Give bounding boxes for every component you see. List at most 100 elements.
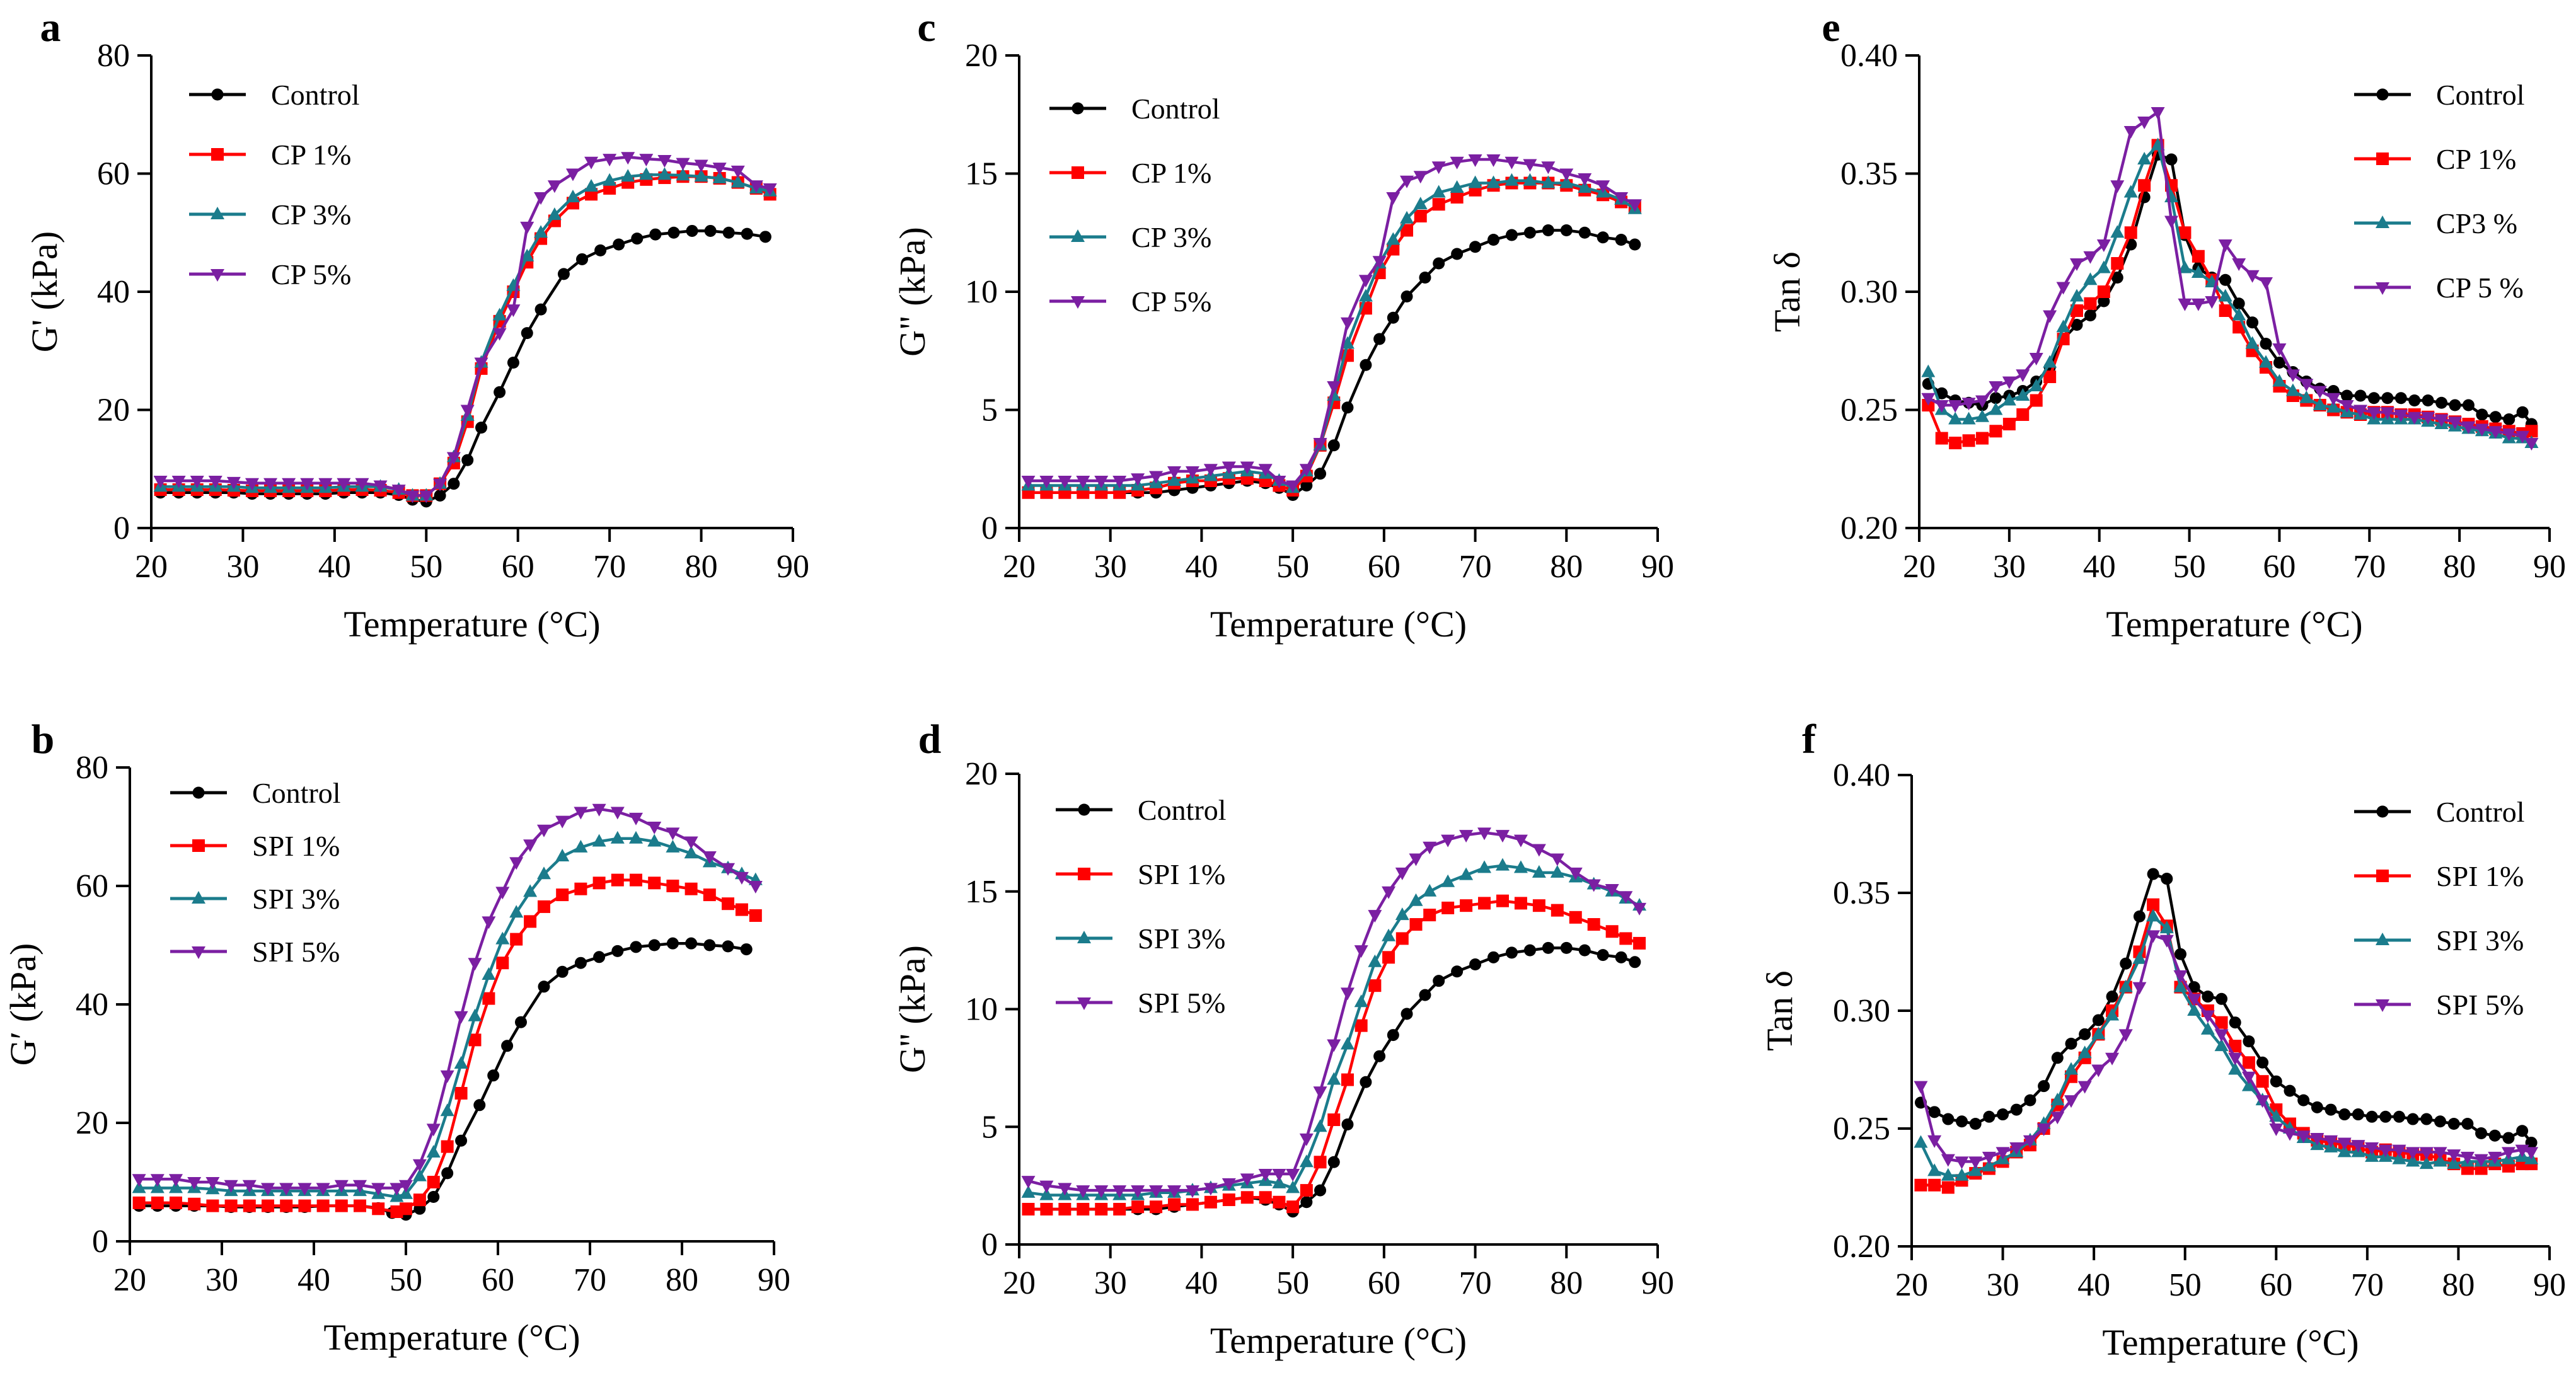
x-tick-label: 90 [777, 549, 809, 585]
data-point [2123, 126, 2138, 139]
data-point [1941, 1154, 1955, 1167]
data-point [1948, 400, 1963, 413]
data-point [507, 357, 519, 369]
data-point [2124, 226, 2137, 239]
data-point [1996, 1147, 2010, 1160]
data-point [2489, 411, 2502, 423]
data-point [399, 1186, 413, 1199]
data-point [1586, 879, 1601, 892]
data-point [734, 871, 749, 885]
legend-label: CP 5% [271, 258, 351, 290]
data-point [2147, 868, 2159, 880]
data-point [684, 846, 698, 859]
data-point [1386, 192, 1401, 205]
data-point [2392, 1144, 2406, 1158]
data-point [2392, 1151, 2406, 1164]
data-point [1956, 1115, 1968, 1128]
data-point [1368, 954, 1382, 967]
data-point [1928, 1178, 1941, 1192]
data-point [2488, 1151, 2502, 1164]
panel-f: 20 30 40 50 60 70 80 90 0.20 0.25 0.30 0.35 0.40 Temp… [1759, 716, 2566, 1363]
data-point [2273, 357, 2285, 369]
x-axis-label: Temperature (°C) [1210, 1320, 1467, 1361]
legend-label: CP 3% [271, 198, 351, 231]
data-point [1341, 1073, 1354, 1086]
data-point [1131, 1200, 1145, 1214]
data-point [2256, 1056, 2269, 1069]
data-point [684, 836, 698, 849]
data-point [2002, 418, 2016, 430]
data-point [712, 171, 727, 183]
legend-marker [211, 207, 224, 219]
data-point [576, 253, 589, 265]
legend-marker [1071, 102, 1084, 115]
data-point [1569, 911, 1582, 924]
data-point [2325, 1103, 2337, 1116]
data-point [1961, 411, 1976, 425]
x-tick-label: 40 [318, 549, 351, 585]
x-tick-label: 50 [1276, 1265, 1309, 1301]
y-axis-label: G′ (kPa) [3, 943, 43, 1066]
data-point [2137, 117, 2152, 129]
x-tick-label: 70 [1459, 1265, 1492, 1301]
data-point [684, 882, 698, 895]
x-tick-label: 40 [1185, 1265, 1218, 1301]
data-point [631, 233, 644, 245]
legend-label: SPI 1% [2436, 860, 2524, 892]
data-point [2202, 991, 2214, 1003]
data-point [205, 1177, 220, 1190]
legend: Control CP 1% CP3 % CP 5 % [2354, 79, 2525, 304]
data-point [1948, 411, 1963, 425]
data-point [2110, 225, 2125, 238]
data-point [603, 173, 617, 186]
data-point [2159, 921, 2174, 934]
data-point [1040, 1202, 1053, 1215]
data-point [2083, 272, 2098, 285]
data-point [2191, 298, 2205, 311]
data-point [2118, 979, 2133, 992]
data-point [2461, 1118, 2474, 1130]
data-point [243, 1199, 256, 1212]
data-point [666, 839, 680, 853]
data-point [1039, 476, 1054, 488]
data-point [2447, 1149, 2461, 1163]
x-tick-label: 80 [1550, 549, 1583, 585]
data-point [1273, 1195, 1286, 1209]
data-point [1021, 476, 1036, 488]
data-point [1168, 1198, 1181, 1211]
data-point [1373, 333, 1386, 345]
data-point [2050, 1093, 2065, 1106]
data-point [1313, 1086, 1327, 1100]
data-point [666, 937, 679, 950]
panel-label: d [918, 716, 942, 762]
series-line [1920, 872, 2533, 1144]
data-point [427, 1191, 440, 1203]
data-point [666, 827, 680, 841]
data-point [2313, 398, 2327, 410]
data-point [2218, 289, 2232, 302]
data-point [1360, 359, 1372, 371]
data-point [1975, 395, 1989, 408]
data-point [1386, 232, 1401, 245]
data-point [2515, 430, 2530, 444]
data-point [556, 888, 569, 902]
data-point [2462, 399, 2475, 411]
data-point [2174, 948, 2186, 960]
data-point [1358, 275, 1373, 288]
data-point [2092, 1014, 2105, 1026]
data-point [1976, 432, 1989, 445]
y-tick-label: 20 [97, 393, 130, 428]
data-point [426, 1124, 441, 1137]
data-point [427, 1176, 440, 1188]
data-point [1167, 466, 1182, 479]
data-point [2365, 1149, 2379, 1162]
data-point [2050, 1112, 2065, 1125]
data-point [2188, 981, 2200, 994]
data-point [2159, 934, 2174, 948]
data-point [2120, 957, 2132, 970]
data-point [400, 1202, 412, 1215]
data-point [473, 1099, 486, 1112]
x-tick-label: 30 [1987, 1267, 2019, 1303]
legend-marker [2376, 805, 2389, 818]
data-point [537, 866, 551, 880]
